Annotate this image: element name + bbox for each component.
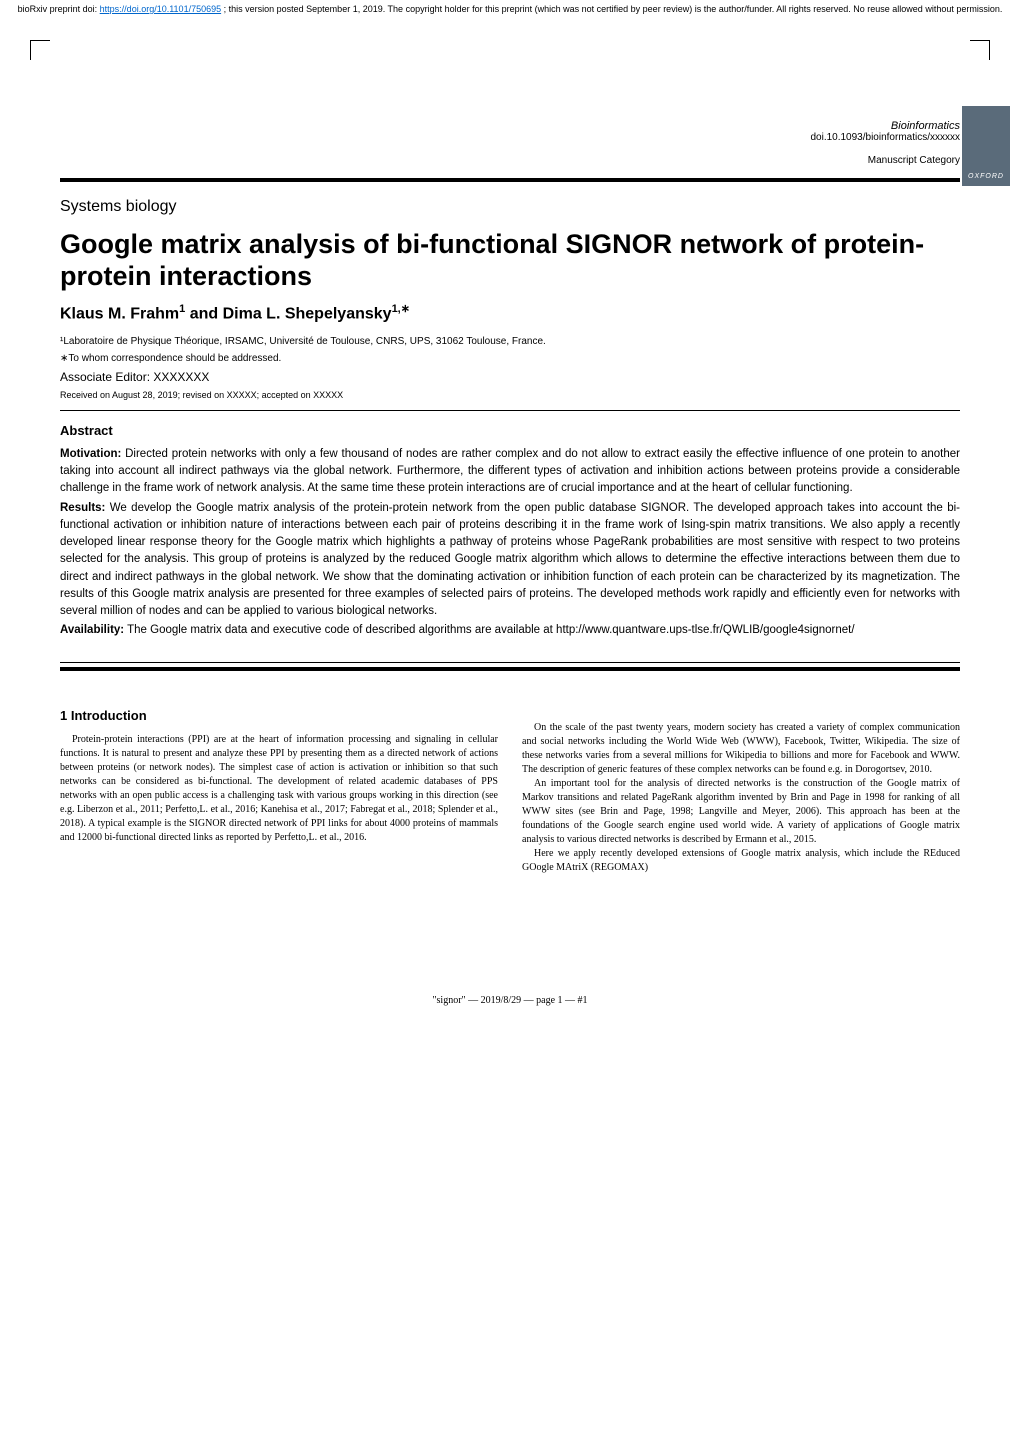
authors: Klaus M. Frahm1 and Dima L. Shepelyansky… bbox=[60, 302, 960, 323]
dates: Received on August 28, 2019; revised on … bbox=[60, 390, 960, 400]
intro-col2-p1: On the scale of the past twenty years, m… bbox=[522, 721, 960, 777]
preprint-prefix: bioRxiv preprint doi: bbox=[18, 4, 100, 14]
crop-mark-top-left bbox=[30, 40, 50, 60]
motivation-text: Directed protein networks with only a fe… bbox=[60, 448, 960, 495]
results-label: Results: bbox=[60, 502, 105, 514]
column-right-offset bbox=[522, 687, 960, 721]
body-columns: 1 Introduction Protein-protein interacti… bbox=[60, 687, 960, 875]
crop-mark-top-right bbox=[970, 40, 990, 60]
page-container: Bioinformatics doi.10.1093/bioinformatic… bbox=[0, 20, 1020, 1026]
footer-line: "signor" — 2019/8/29 — page 1 — #1 bbox=[60, 995, 960, 1006]
preprint-suffix: ; this version posted September 1, 2019.… bbox=[224, 4, 1003, 14]
manuscript-category: Manuscript Category bbox=[60, 155, 960, 166]
rule-above-abstract bbox=[60, 410, 960, 411]
intro-col1-p1: Protein-protein interactions (PPI) are a… bbox=[60, 733, 498, 845]
preprint-banner: bioRxiv preprint doi: https://doi.org/10… bbox=[0, 0, 1020, 20]
authors-and: and Dima L. Shepelyansky bbox=[185, 306, 391, 323]
preprint-doi-link[interactable]: https://doi.org/10.1101/750695 bbox=[100, 4, 221, 14]
affiliation: ¹Laboratoire de Physique Théorique, IRSA… bbox=[60, 336, 960, 347]
paper-title: Google matrix analysis of bi-functional … bbox=[60, 228, 960, 293]
availability-text: The Google matrix data and executive cod… bbox=[124, 624, 854, 636]
intro-heading: 1 Introduction bbox=[60, 707, 498, 725]
publisher-badge: OXFORD bbox=[962, 106, 1010, 186]
rule-top bbox=[60, 178, 960, 182]
author-2-sup: 1,∗ bbox=[392, 303, 410, 315]
correspondence: ∗To whom correspondence should be addres… bbox=[60, 353, 960, 364]
rule-below-abstract-thick bbox=[60, 667, 960, 671]
availability-label: Availability: bbox=[60, 624, 124, 636]
journal-doi: doi.10.1093/bioinformatics/xxxxxx bbox=[60, 132, 960, 143]
column-left: 1 Introduction Protein-protein interacti… bbox=[60, 687, 498, 875]
intro-col2-p2: An important tool for the analysis of di… bbox=[522, 777, 960, 847]
associate-editor: Associate Editor: XXXXXXX bbox=[60, 370, 960, 384]
rule-below-abstract bbox=[60, 662, 960, 663]
column-right: On the scale of the past twenty years, m… bbox=[522, 687, 960, 875]
motivation-label: Motivation: bbox=[60, 448, 121, 460]
results-text: We develop the Google matrix analysis of… bbox=[60, 502, 960, 618]
intro-col2-p3: Here we apply recently developed extensi… bbox=[522, 847, 960, 875]
section-label: Systems biology bbox=[60, 198, 960, 216]
journal-meta: Bioinformatics doi.10.1093/bioinformatic… bbox=[60, 120, 960, 166]
abstract-body: Motivation: Directed protein networks wi… bbox=[60, 446, 960, 640]
abstract-heading: Abstract bbox=[60, 423, 960, 438]
author-1: Klaus M. Frahm bbox=[60, 306, 179, 323]
journal-name: Bioinformatics bbox=[60, 120, 960, 132]
